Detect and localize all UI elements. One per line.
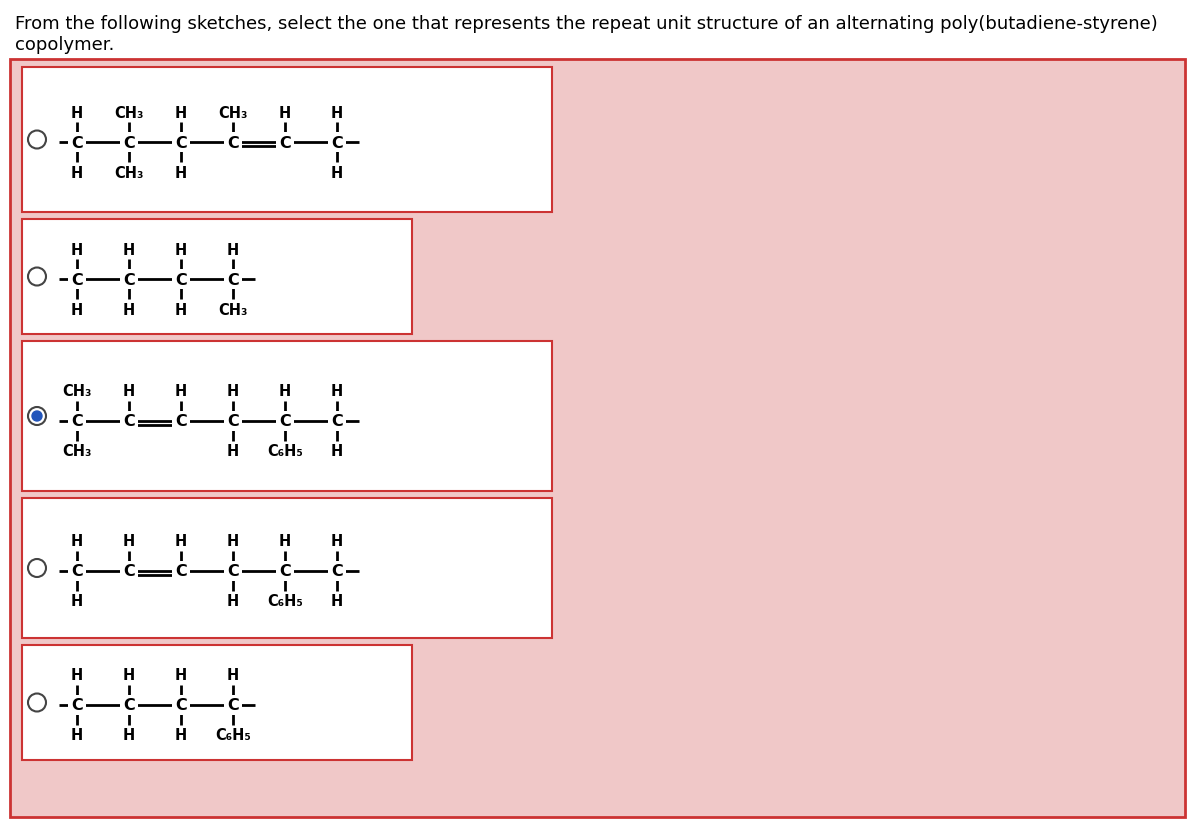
Text: H: H (278, 384, 292, 399)
Text: C₆H₅: C₆H₅ (215, 728, 251, 743)
Text: H: H (331, 444, 343, 459)
Text: H: H (331, 534, 343, 549)
Text: H: H (71, 594, 83, 609)
Text: H: H (122, 667, 136, 682)
Text: C: C (175, 414, 187, 429)
Text: H: H (175, 384, 187, 399)
Text: C: C (124, 698, 134, 713)
Text: H: H (331, 384, 343, 399)
Text: H: H (71, 302, 83, 317)
FancyBboxPatch shape (22, 645, 412, 760)
Text: C₆H₅: C₆H₅ (268, 594, 302, 609)
Text: C: C (175, 698, 187, 713)
Text: H: H (175, 302, 187, 317)
Text: C: C (280, 414, 290, 429)
FancyBboxPatch shape (22, 498, 552, 638)
Text: H: H (227, 534, 239, 549)
Text: H: H (175, 166, 187, 181)
Text: H: H (71, 534, 83, 549)
Text: CH₃: CH₃ (62, 384, 91, 399)
Text: H: H (331, 105, 343, 120)
Text: H: H (278, 534, 292, 549)
Text: From the following sketches, select the one that represents the repeat unit stru: From the following sketches, select the … (14, 15, 1158, 33)
Text: H: H (175, 534, 187, 549)
FancyBboxPatch shape (10, 60, 1186, 817)
Text: H: H (122, 384, 136, 399)
Text: C: C (175, 272, 187, 287)
Text: C: C (227, 272, 239, 287)
Text: C: C (227, 414, 239, 429)
Text: H: H (122, 302, 136, 317)
Text: H: H (122, 534, 136, 549)
Text: CH₃: CH₃ (218, 105, 247, 120)
Text: C: C (227, 564, 239, 579)
Text: C: C (71, 564, 83, 579)
FancyBboxPatch shape (22, 342, 552, 491)
Text: H: H (331, 166, 343, 181)
FancyBboxPatch shape (22, 68, 552, 213)
Text: H: H (227, 384, 239, 399)
Text: H: H (175, 243, 187, 258)
Text: C: C (175, 135, 187, 151)
Text: H: H (175, 728, 187, 743)
Text: C: C (280, 135, 290, 151)
Text: H: H (71, 105, 83, 120)
Text: CH₃: CH₃ (218, 302, 247, 317)
Text: CH₃: CH₃ (114, 105, 144, 120)
Text: C₆H₅: C₆H₅ (268, 444, 302, 459)
Text: H: H (175, 667, 187, 682)
Text: H: H (227, 243, 239, 258)
Text: C: C (331, 135, 343, 151)
Text: C: C (227, 698, 239, 713)
Text: C: C (175, 564, 187, 579)
Text: C: C (124, 564, 134, 579)
FancyBboxPatch shape (22, 219, 412, 335)
Text: H: H (227, 667, 239, 682)
Text: C: C (331, 564, 343, 579)
Text: H: H (71, 667, 83, 682)
Text: H: H (227, 444, 239, 459)
Text: C: C (331, 414, 343, 429)
Text: C: C (71, 698, 83, 713)
Text: C: C (124, 414, 134, 429)
Text: CH₃: CH₃ (114, 166, 144, 181)
Text: C: C (71, 272, 83, 287)
Text: H: H (71, 728, 83, 743)
Text: H: H (227, 594, 239, 609)
Text: C: C (71, 135, 83, 151)
Text: H: H (331, 594, 343, 609)
Text: copolymer.: copolymer. (14, 36, 114, 54)
Text: CH₃: CH₃ (62, 444, 91, 459)
Text: H: H (122, 243, 136, 258)
Text: H: H (175, 105, 187, 120)
Text: C: C (124, 272, 134, 287)
Text: H: H (122, 728, 136, 743)
Text: H: H (71, 166, 83, 181)
Text: H: H (278, 105, 292, 120)
Circle shape (32, 412, 42, 421)
Text: C: C (124, 135, 134, 151)
Text: C: C (280, 564, 290, 579)
Text: H: H (71, 243, 83, 258)
Text: C: C (71, 414, 83, 429)
Text: C: C (227, 135, 239, 151)
